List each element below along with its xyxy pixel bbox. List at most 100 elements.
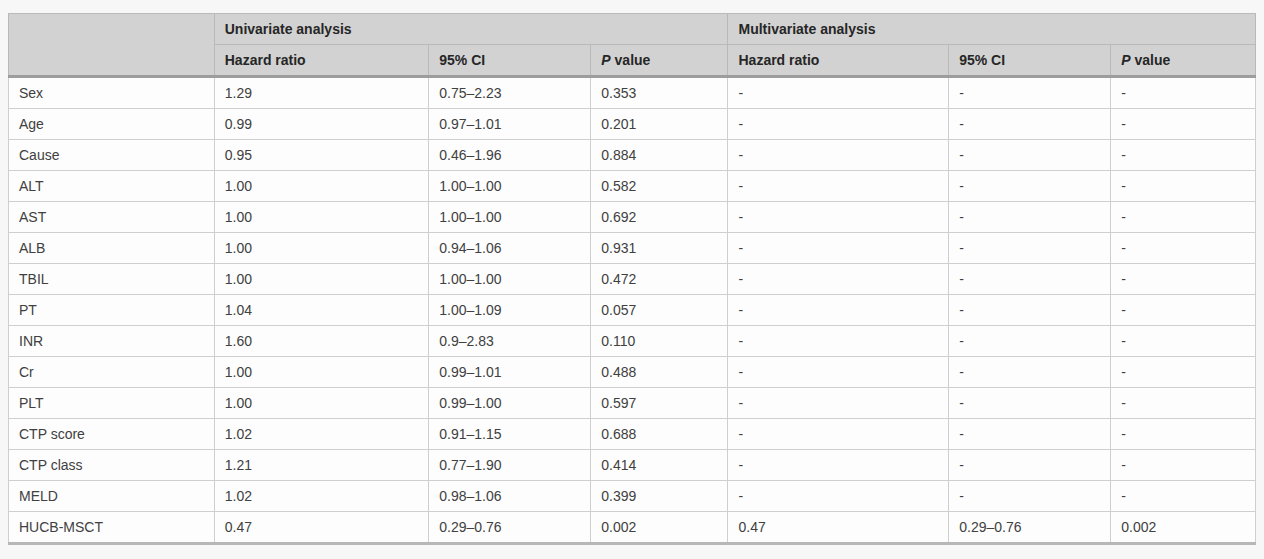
table-row: INR1.600.9–2.830.110---: [9, 326, 1256, 357]
univariate-hazard-ratio-cell: 1.02: [214, 419, 428, 450]
univariate-ci-cell: 1.00–1.09: [429, 295, 591, 326]
variable-column-header-empty: [9, 14, 215, 77]
multivariate-hazard-ratio-cell: -: [728, 295, 949, 326]
univariate-hazard-ratio-cell: 1.04: [214, 295, 428, 326]
multivariate-ci-cell: -: [949, 171, 1111, 202]
row-label-cell: INR: [9, 326, 215, 357]
univariate-hazard-ratio-cell: 0.99: [214, 109, 428, 140]
univariate-hazard-ratio-cell: 1.00: [214, 388, 428, 419]
univariate-p-value-cell: 0.582: [591, 171, 728, 202]
multivariate-hazard-ratio-cell: -: [728, 326, 949, 357]
univariate-p-value-cell: 0.201: [591, 109, 728, 140]
group-header-row: Univariate analysis Multivariate analysi…: [9, 14, 1256, 45]
univariate-p-value-cell: 0.399: [591, 481, 728, 512]
univariate-ci-header: 95% CI: [429, 45, 591, 77]
multivariate-hazard-ratio-cell: -: [728, 233, 949, 264]
univariate-hazard-ratio-cell: 0.95: [214, 140, 428, 171]
multivariate-ci-cell: -: [949, 140, 1111, 171]
univariate-ci-cell: 1.00–1.00: [429, 202, 591, 233]
multivariate-ci-cell: -: [949, 450, 1111, 481]
multivariate-hazard-ratio-cell: -: [728, 450, 949, 481]
multivariate-ci-cell: -: [949, 109, 1111, 140]
univariate-p-value-cell: 0.414: [591, 450, 728, 481]
row-label-cell: HUCB-MSCT: [9, 512, 215, 544]
multivariate-hazard-ratio-cell: -: [728, 77, 949, 109]
table-row: PLT1.000.99–1.000.597---: [9, 388, 1256, 419]
multivariate-ci-cell: -: [949, 264, 1111, 295]
multivariate-p-value-cell: -: [1111, 388, 1256, 419]
table-row: Cr1.000.99–1.010.488---: [9, 357, 1256, 388]
multivariate-p-value-cell: -: [1111, 233, 1256, 264]
multivariate-ci-header: 95% CI: [949, 45, 1111, 77]
multivariate-p-value-cell: -: [1111, 77, 1256, 109]
row-label-cell: ALT: [9, 171, 215, 202]
row-label-cell: Age: [9, 109, 215, 140]
multivariate-p-value-cell: -: [1111, 295, 1256, 326]
table-row: MELD1.020.98–1.060.399---: [9, 481, 1256, 512]
univariate-p-value-cell: 0.688: [591, 419, 728, 450]
univariate-ci-cell: 1.00–1.00: [429, 171, 591, 202]
univariate-ci-cell: 0.9–2.83: [429, 326, 591, 357]
univariate-ci-cell: 0.99–1.00: [429, 388, 591, 419]
multivariate-ci-cell: -: [949, 419, 1111, 450]
univariate-p-value-header: P value: [591, 45, 728, 77]
univariate-hazard-ratio-cell: 1.60: [214, 326, 428, 357]
multivariate-hazard-ratio-header: Hazard ratio: [728, 45, 949, 77]
p-value-suffix: value: [615, 52, 651, 68]
multivariate-hazard-ratio-cell: -: [728, 202, 949, 233]
univariate-ci-cell: 0.29–0.76: [429, 512, 591, 544]
univariate-ci-cell: 0.46–1.96: [429, 140, 591, 171]
univariate-hazard-ratio-cell: 1.02: [214, 481, 428, 512]
univariate-p-value-cell: 0.692: [591, 202, 728, 233]
multivariate-ci-cell: -: [949, 388, 1111, 419]
multivariate-ci-cell: 0.29–0.76: [949, 512, 1111, 544]
p-value-italic-letter: P: [601, 52, 610, 68]
multivariate-p-value-cell: -: [1111, 481, 1256, 512]
univariate-ci-cell: 0.75–2.23: [429, 77, 591, 109]
table-row: TBIL1.001.00–1.000.472---: [9, 264, 1256, 295]
univariate-hazard-ratio-cell: 1.21: [214, 450, 428, 481]
row-label-cell: AST: [9, 202, 215, 233]
multivariate-p-value-cell: -: [1111, 419, 1256, 450]
multivariate-group-header: Multivariate analysis: [728, 14, 1256, 45]
multivariate-hazard-ratio-cell: -: [728, 419, 949, 450]
univariate-p-value-cell: 0.931: [591, 233, 728, 264]
multivariate-p-value-cell: -: [1111, 109, 1256, 140]
multivariate-ci-cell: -: [949, 357, 1111, 388]
table-row: ALB1.000.94–1.060.931---: [9, 233, 1256, 264]
univariate-ci-cell: 0.99–1.01: [429, 357, 591, 388]
multivariate-hazard-ratio-cell: -: [728, 171, 949, 202]
table-row: CTP score1.020.91–1.150.688---: [9, 419, 1256, 450]
univariate-p-value-cell: 0.472: [591, 264, 728, 295]
multivariate-hazard-ratio-cell: -: [728, 481, 949, 512]
multivariate-ci-cell: -: [949, 77, 1111, 109]
multivariate-p-value-cell: -: [1111, 450, 1256, 481]
univariate-p-value-cell: 0.057: [591, 295, 728, 326]
row-label-cell: Cr: [9, 357, 215, 388]
table-row: PT1.041.00–1.090.057---: [9, 295, 1256, 326]
univariate-p-value-cell: 0.110: [591, 326, 728, 357]
univariate-ci-cell: 0.98–1.06: [429, 481, 591, 512]
cox-regression-table: Univariate analysis Multivariate analysi…: [8, 13, 1256, 545]
multivariate-hazard-ratio-cell: -: [728, 140, 949, 171]
p-value-italic-letter: P: [1121, 52, 1130, 68]
table-row: ALT1.001.00–1.000.582---: [9, 171, 1256, 202]
multivariate-hazard-ratio-cell: 0.47: [728, 512, 949, 544]
row-label-cell: PLT: [9, 388, 215, 419]
table-row: CTP class1.210.77–1.900.414---: [9, 450, 1256, 481]
row-label-cell: MELD: [9, 481, 215, 512]
table-row: Sex1.290.75–2.230.353---: [9, 77, 1256, 109]
multivariate-p-value-cell: -: [1111, 264, 1256, 295]
multivariate-p-value-header: P value: [1111, 45, 1256, 77]
multivariate-hazard-ratio-cell: -: [728, 264, 949, 295]
univariate-p-value-cell: 0.597: [591, 388, 728, 419]
univariate-p-value-cell: 0.884: [591, 140, 728, 171]
multivariate-p-value-cell: 0.002: [1111, 512, 1256, 544]
univariate-hazard-ratio-cell: 1.00: [214, 264, 428, 295]
multivariate-ci-cell: -: [949, 295, 1111, 326]
multivariate-ci-cell: -: [949, 202, 1111, 233]
multivariate-p-value-cell: -: [1111, 140, 1256, 171]
p-value-suffix: value: [1135, 52, 1171, 68]
table-row: Cause0.950.46–1.960.884---: [9, 140, 1256, 171]
multivariate-hazard-ratio-cell: -: [728, 388, 949, 419]
